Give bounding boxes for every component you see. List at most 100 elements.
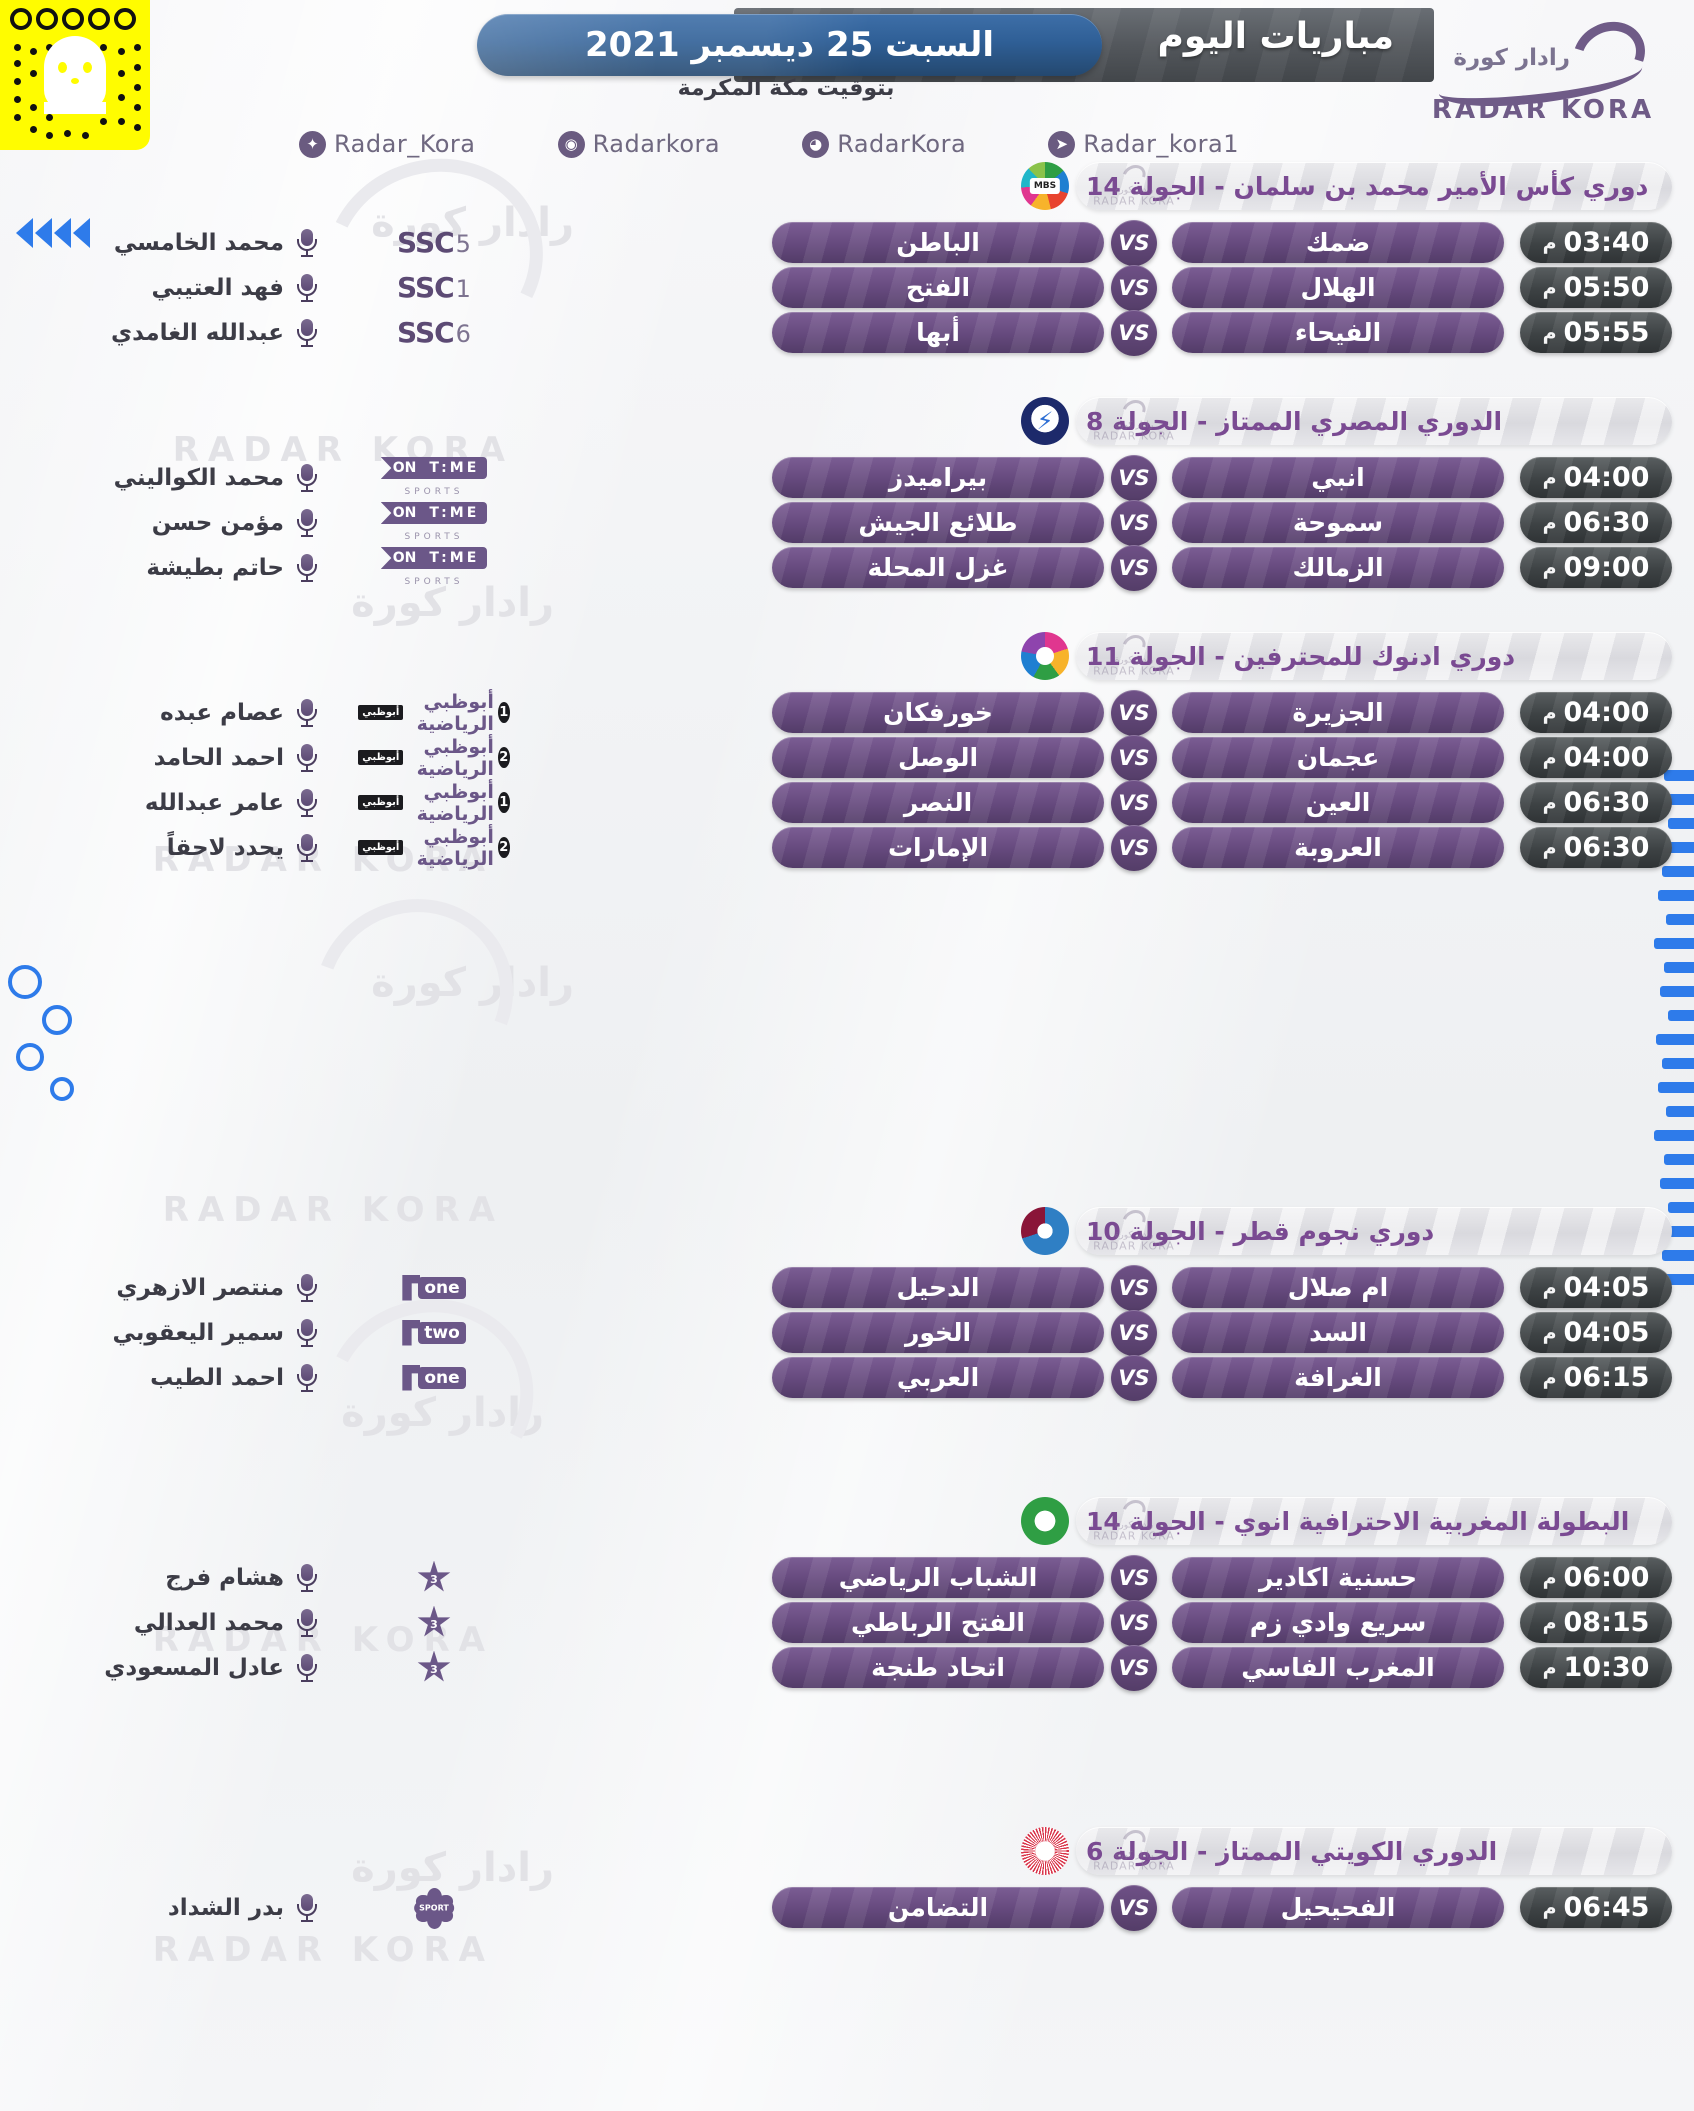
vs-badge: VS: [1111, 824, 1157, 871]
away-team[interactable]: الباطن: [772, 222, 1104, 263]
broadcast-channel[interactable]: 3: [364, 1602, 504, 1643]
channel-logo-arryadia: 3: [417, 1650, 451, 1685]
away-team[interactable]: الخور: [772, 1312, 1104, 1353]
home-team[interactable]: المغرب الفاسي: [1172, 1647, 1504, 1688]
home-team[interactable]: ام صلال: [1172, 1267, 1504, 1308]
away-team[interactable]: بيراميدز: [772, 457, 1104, 498]
away-team[interactable]: الإمارات: [772, 827, 1104, 868]
home-team[interactable]: العروبة: [1172, 827, 1504, 868]
broadcast-channel[interactable]: أبوظبي أبوظبي الرياضية 2: [358, 736, 510, 780]
home-team[interactable]: حسنية اكادير: [1172, 1557, 1504, 1598]
broadcast-channel[interactable]: ON T:ME SPORTS: [364, 547, 504, 588]
away-team[interactable]: الوصل: [772, 737, 1104, 778]
ampm-label: م: [1542, 511, 1557, 534]
match-row[interactable]: م 04:05 ام صلال VS الدحيل one منتصر الازهري: [0, 1264, 1694, 1311]
broadcast-channel[interactable]: SSC 5: [364, 222, 504, 263]
home-team[interactable]: الغرافة: [1172, 1357, 1504, 1398]
match-row[interactable]: م 04:05 السد VS الخور two سمير اليعقوبي: [0, 1309, 1694, 1356]
match-row[interactable]: م 06:00 حسنية اكادير VS الشباب الرياضي 3 هشام …: [0, 1554, 1694, 1601]
home-team[interactable]: العين: [1172, 782, 1504, 823]
vs-badge: VS: [1111, 1354, 1157, 1401]
broadcast-channel[interactable]: two: [364, 1312, 504, 1353]
broadcast-channel[interactable]: one: [364, 1267, 504, 1308]
away-team[interactable]: طلائع الجيش: [772, 502, 1104, 543]
match-row[interactable]: م 06:30 سموحة VS طلائع الجيش ON T:ME SPORTS مؤمن…: [0, 499, 1694, 546]
social-link-snapchat[interactable]: ◕ RadarKora: [802, 130, 966, 158]
ampm-label: م: [1542, 746, 1557, 769]
match-time: م 06:30: [1520, 782, 1672, 823]
broadcast-channel[interactable]: one: [364, 1357, 504, 1398]
social-link-telegram[interactable]: ➤ Radar_kora1: [1048, 130, 1239, 158]
away-team[interactable]: الدحيل: [772, 1267, 1104, 1308]
channel-logo-alkass: two: [402, 1319, 466, 1346]
broadcast-channel[interactable]: أبوظبي أبوظبي الرياضية 2: [358, 826, 510, 870]
broadcast-channel[interactable]: 3: [364, 1647, 504, 1688]
league-bar-watermark: رادار كورة RADAR KORA: [1090, 1826, 1178, 1872]
watermark-arabic: رادار كورة: [371, 960, 574, 1006]
commentator-name: عامر عبدالله: [144, 789, 284, 816]
match-row[interactable]: م 04:00 انبي VS بيراميدز ON T:ME SPORTS محمد الك…: [0, 454, 1694, 501]
home-team[interactable]: الجزيرة: [1172, 692, 1504, 733]
time-value: 06:00: [1563, 1562, 1650, 1593]
microphone-icon: [290, 1647, 324, 1688]
match-row[interactable]: م 05:55 الفيحاء VS أبها SSC 6 عبدالله الغامدي: [0, 309, 1694, 356]
social-link-twitter[interactable]: ✦ Radar_Kora: [299, 130, 475, 158]
social-link-instagram[interactable]: ◉ Radarkora: [557, 130, 720, 158]
instagram-icon: ◉: [557, 130, 585, 158]
match-row[interactable]: م 06:30 العروبة VS الإمارات أبوظبي أبوظبي الري…: [0, 824, 1694, 871]
broadcast-channel[interactable]: SPORT: [364, 1887, 504, 1929]
match-row[interactable]: م 03:40 ضمك VS الباطن SSC 5 محمد الخامسي: [0, 219, 1694, 266]
league-name: دوري كأس الأمير محمد بن سلمان - الجولة 1…: [1086, 171, 1649, 201]
home-team[interactable]: عجمان: [1172, 737, 1504, 778]
away-team[interactable]: الفتح: [772, 267, 1104, 308]
match-time: م 03:40: [1520, 222, 1672, 263]
broadcast-channel[interactable]: ON T:ME SPORTS: [364, 502, 504, 543]
microphone-icon: [290, 1887, 324, 1928]
home-team[interactable]: الزمالك: [1172, 547, 1504, 588]
home-team[interactable]: الهلال: [1172, 267, 1504, 308]
broadcast-channel[interactable]: ON T:ME SPORTS: [364, 457, 504, 498]
broadcast-channel[interactable]: SSC 6: [364, 312, 504, 353]
home-team[interactable]: الفحيحيل: [1172, 1887, 1504, 1928]
match-row[interactable]: م 05:50 الهلال VS الفتح SSC 1 فهد العتيبي: [0, 264, 1694, 311]
home-team[interactable]: انبي: [1172, 457, 1504, 498]
match-time: م 06:15: [1520, 1357, 1672, 1398]
broadcast-channel[interactable]: أبوظبي أبوظبي الرياضية 1: [358, 691, 510, 735]
match-row[interactable]: م 08:15 سريع وادي زم VS الفتح الرباطي 3 محمد ا…: [0, 1599, 1694, 1646]
time-value: 08:15: [1563, 1607, 1650, 1638]
home-team[interactable]: الفيحاء: [1172, 312, 1504, 353]
microphone-icon: [290, 1312, 324, 1353]
match-row[interactable]: م 09:00 الزمالك VS غزل المحلة ON T:ME SPORTS حات…: [0, 544, 1694, 591]
away-team[interactable]: التضامن: [772, 1887, 1104, 1928]
broadcast-channel[interactable]: SSC 1: [364, 267, 504, 308]
match-row[interactable]: م 10:30 المغرب الفاسي VS اتحاد طنجة 3 عادل الم…: [0, 1644, 1694, 1691]
home-team[interactable]: السد: [1172, 1312, 1504, 1353]
channel-logo-ontime-sports: ON T:ME SPORTS: [380, 547, 488, 588]
snapchat-code[interactable]: [0, 0, 150, 150]
match-row[interactable]: م 04:00 الجزيرة VS خورفكان أبوظبي أبوظبي الريا…: [0, 689, 1694, 736]
vs-badge: VS: [1111, 1309, 1157, 1356]
home-team[interactable]: سريع وادي زم: [1172, 1602, 1504, 1643]
away-team[interactable]: الشباب الرياضي: [772, 1557, 1104, 1598]
vs-badge: VS: [1111, 1644, 1157, 1691]
away-team[interactable]: النصر: [772, 782, 1104, 823]
match-row[interactable]: م 06:15 الغرافة VS العربي one احمد الطيب: [0, 1354, 1694, 1401]
away-team[interactable]: خورفكان: [772, 692, 1104, 733]
league-crest-icon: [1014, 395, 1076, 447]
league-name: الدوري الكويتي الممتاز - الجولة 6: [1086, 1836, 1498, 1866]
match-row[interactable]: م 06:30 العين VS النصر أبوظبي أبوظبي الرياضية 1…: [0, 779, 1694, 826]
social-handle: RadarKora: [837, 130, 967, 158]
match-row[interactable]: م 06:45 الفحيحيل VS التضامن SPORT بدر الشداد: [0, 1884, 1694, 1931]
away-team[interactable]: الفتح الرباطي: [772, 1602, 1104, 1643]
home-team[interactable]: سموحة: [1172, 502, 1504, 543]
match-row[interactable]: م 04:00 عجمان VS الوصل أبوظبي أبوظبي الرياضية 2…: [0, 734, 1694, 781]
microphone-icon: [290, 222, 324, 263]
away-team[interactable]: اتحاد طنجة: [772, 1647, 1104, 1688]
broadcast-channel[interactable]: أبوظبي أبوظبي الرياضية 1: [358, 781, 510, 825]
home-team[interactable]: ضمك: [1172, 222, 1504, 263]
away-team[interactable]: أبها: [772, 312, 1104, 353]
away-team[interactable]: غزل المحلة: [772, 547, 1104, 588]
commentator-name: مؤمن حسن: [151, 509, 284, 536]
away-team[interactable]: العربي: [772, 1357, 1104, 1398]
broadcast-channel[interactable]: 3: [364, 1557, 504, 1598]
